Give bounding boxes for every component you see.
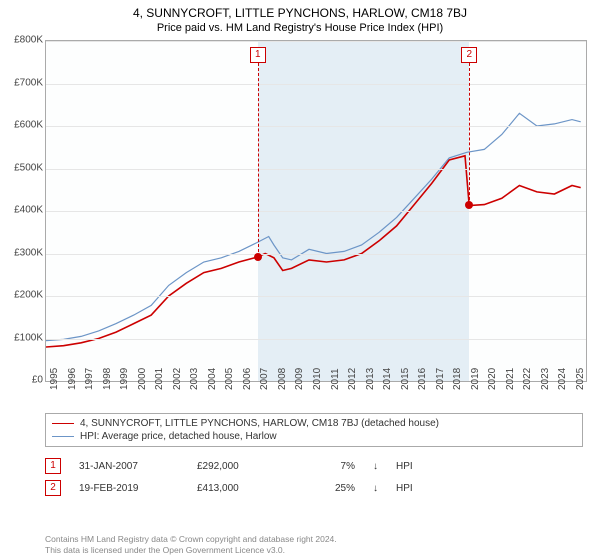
- sales-hpi-label: HPI: [396, 461, 436, 472]
- xtick-label: 1995: [49, 368, 60, 390]
- xtick-label: 2023: [540, 368, 551, 390]
- xtick-label: 2004: [207, 368, 218, 390]
- xtick-label: 2009: [294, 368, 305, 390]
- ytick-label: £800K: [0, 35, 43, 46]
- xtick-label: 2012: [347, 368, 358, 390]
- footer-line-1: Contains HM Land Registry data © Crown c…: [45, 534, 337, 545]
- sales-marker-box: 2: [45, 480, 61, 496]
- sales-date: 19-FEB-2019: [79, 483, 179, 494]
- arrow-down-icon: ↓: [373, 461, 378, 472]
- xtick-label: 2021: [505, 368, 516, 390]
- xtick-label: 2005: [224, 368, 235, 390]
- ytick-label: £600K: [0, 120, 43, 131]
- xtick-label: 2008: [277, 368, 288, 390]
- xtick-label: 2020: [487, 368, 498, 390]
- xtick-label: 2001: [154, 368, 165, 390]
- ytick-label: £500K: [0, 162, 43, 173]
- chart-title: 4, SUNNYCROFT, LITTLE PYNCHONS, HARLOW, …: [0, 0, 600, 20]
- gridline: [46, 169, 586, 170]
- ytick-label: £700K: [0, 77, 43, 88]
- xtick-label: 2007: [259, 368, 270, 390]
- xtick-label: 2006: [242, 368, 253, 390]
- gridline: [46, 41, 586, 42]
- gridline: [46, 339, 586, 340]
- chart-container: 4, SUNNYCROFT, LITTLE PYNCHONS, HARLOW, …: [0, 0, 600, 560]
- gridline: [46, 84, 586, 85]
- xtick-label: 1999: [119, 368, 130, 390]
- legend-swatch: [52, 423, 74, 424]
- legend-swatch: [52, 436, 74, 437]
- xtick-label: 2014: [382, 368, 393, 390]
- ytick-label: £200K: [0, 290, 43, 301]
- legend-label: 4, SUNNYCROFT, LITTLE PYNCHONS, HARLOW, …: [80, 418, 439, 429]
- ytick-label: £0: [0, 375, 43, 386]
- marker-line: [469, 63, 470, 205]
- sales-hpi-label: HPI: [396, 483, 436, 494]
- xtick-label: 2002: [172, 368, 183, 390]
- sales-row: 1 31-JAN-2007 £292,000 7% ↓ HPI: [45, 455, 583, 477]
- marker-dot: [465, 201, 473, 209]
- legend-label: HPI: Average price, detached house, Harl…: [80, 431, 277, 442]
- series-hpi: [46, 113, 581, 340]
- ytick-label: £300K: [0, 247, 43, 258]
- sales-table: 1 31-JAN-2007 £292,000 7% ↓ HPI 2 19-FEB-2019 £4…: [45, 455, 583, 499]
- gridline: [46, 254, 586, 255]
- ytick-label: £100K: [0, 332, 43, 343]
- sales-pct: 7%: [305, 461, 355, 472]
- sales-date: 31-JAN-2007: [79, 461, 179, 472]
- gridline: [46, 296, 586, 297]
- xtick-label: 2022: [522, 368, 533, 390]
- ytick-label: £400K: [0, 205, 43, 216]
- xtick-label: 2003: [189, 368, 200, 390]
- sales-marker-box: 1: [45, 458, 61, 474]
- xtick-label: 2000: [137, 368, 148, 390]
- xtick-label: 2024: [557, 368, 568, 390]
- xtick-label: 2011: [330, 368, 341, 390]
- sales-price: £292,000: [197, 461, 287, 472]
- gridline: [46, 126, 586, 127]
- sales-pct: 25%: [305, 483, 355, 494]
- xtick-label: 2015: [400, 368, 411, 390]
- arrow-down-icon: ↓: [373, 483, 378, 494]
- marker-box: 2: [461, 47, 477, 63]
- legend-row: HPI: Average price, detached house, Harl…: [52, 430, 576, 443]
- xtick-label: 2013: [365, 368, 376, 390]
- gridline: [46, 211, 586, 212]
- footer-line-2: This data is licensed under the Open Gov…: [45, 545, 337, 556]
- footer-attribution: Contains HM Land Registry data © Crown c…: [45, 534, 337, 556]
- xtick-label: 2018: [452, 368, 463, 390]
- xtick-label: 2025: [575, 368, 586, 390]
- legend-row: 4, SUNNYCROFT, LITTLE PYNCHONS, HARLOW, …: [52, 417, 576, 430]
- chart-subtitle: Price paid vs. HM Land Registry's House …: [0, 20, 600, 34]
- marker-dot: [254, 253, 262, 261]
- xtick-label: 2016: [417, 368, 428, 390]
- xtick-label: 1996: [67, 368, 78, 390]
- xtick-label: 1997: [84, 368, 95, 390]
- xtick-label: 1998: [102, 368, 113, 390]
- xtick-label: 2017: [435, 368, 446, 390]
- plot-area: 12: [45, 40, 587, 382]
- xtick-label: 2010: [312, 368, 323, 390]
- xtick-label: 2019: [470, 368, 481, 390]
- marker-line: [258, 63, 259, 257]
- sales-row: 2 19-FEB-2019 £413,000 25% ↓ HPI: [45, 477, 583, 499]
- marker-box: 1: [250, 47, 266, 63]
- legend: 4, SUNNYCROFT, LITTLE PYNCHONS, HARLOW, …: [45, 413, 583, 447]
- sales-price: £413,000: [197, 483, 287, 494]
